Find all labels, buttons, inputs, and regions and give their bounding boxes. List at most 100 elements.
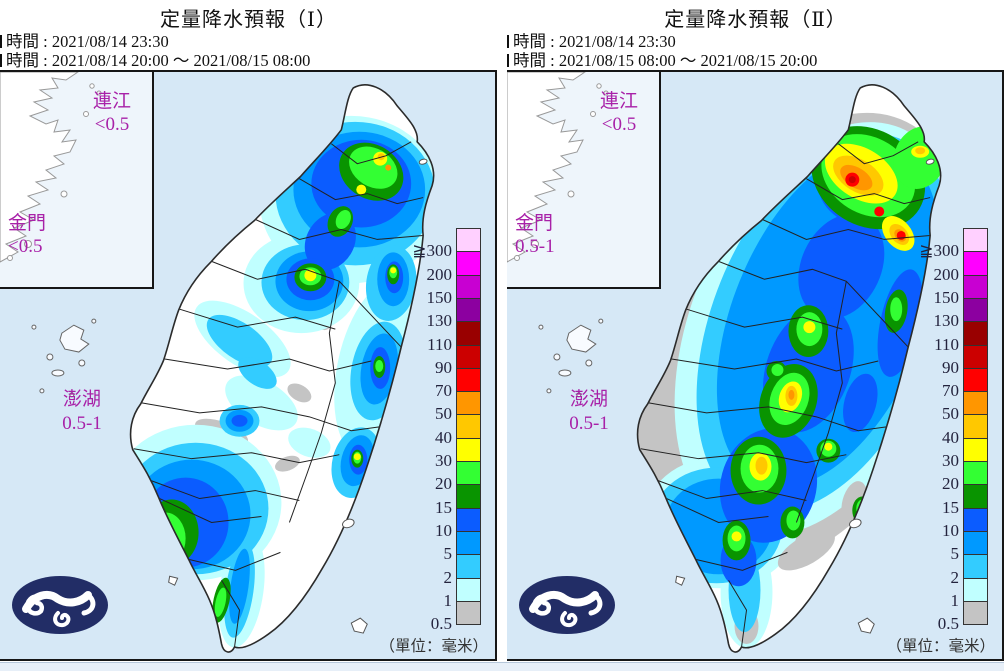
legend-tick-label: ≧300 — [412, 241, 452, 261]
legend-tick-label: 110 — [427, 334, 452, 354]
legend-tick-label: 150 — [933, 287, 960, 307]
panel-qpf-1: 定量降水預報（Ⅰ） 時間 : 2021/08/14 23:30 時間 : 202… — [0, 0, 497, 663]
lienchiang-label: 連江 <0.5 — [585, 90, 653, 136]
issue-time-line: 時間 : 2021/08/14 23:30 — [507, 32, 1004, 52]
legend-tick-label: 50 — [435, 404, 452, 424]
issue-time-text: 時間 : 2021/08/14 23:30 — [6, 32, 169, 51]
legend-cell — [456, 554, 481, 579]
legend-cell — [963, 484, 988, 509]
kinmen-value: <0.5 — [8, 236, 43, 257]
mainland-inset: 連江 <0.5 金門 <0.5 — [0, 72, 154, 289]
unit-label: （單位：毫米） — [886, 638, 995, 655]
legend-tick-label: 30 — [435, 451, 452, 470]
legend-tick-label: ≧300 — [919, 241, 959, 261]
legend-cell — [963, 577, 988, 602]
legend-cell — [456, 228, 481, 253]
legend-tick-label: 130 — [426, 311, 453, 331]
legend-tick-label: 1 — [950, 590, 960, 610]
legend-cell — [456, 577, 481, 602]
forecast-time-text: 時間 : 2021/08/15 08:00 ～ 2021/08/15 20:00 — [513, 50, 818, 70]
legend-tick-label: 150 — [426, 287, 453, 307]
legend-tick-label: 90 — [435, 357, 452, 377]
rainfall-legend: ≧300 200 150 130 110 90 70 50 40 30 20 15 10 5 2 1 0.5 — [903, 228, 991, 633]
legend-cell — [456, 367, 481, 393]
legend-cell — [963, 554, 988, 579]
legend-cell — [456, 484, 481, 509]
offshore-islands — [675, 158, 935, 634]
legend-tick-label: 50 — [942, 404, 959, 424]
penghu-value: 0.5-1 — [569, 413, 609, 434]
legend-tick-label: 40 — [942, 427, 959, 447]
panel-qpf-2: 定量降水預報（Ⅱ） 時間 : 2021/08/14 23:30 時間 : 202… — [507, 0, 1004, 663]
legend-cell — [456, 530, 481, 556]
page-title: 定量降水預報（Ⅱ） — [664, 9, 847, 31]
penghu-islands — [31, 318, 97, 398]
issue-time-text: 時間 : 2021/08/14 23:30 — [513, 32, 676, 51]
legend-tick-label: 2 — [950, 567, 960, 587]
legend-cell — [456, 321, 481, 346]
mainland-coast — [0, 72, 102, 263]
clipped-glyph — [0, 35, 2, 48]
legend-cell — [456, 600, 481, 626]
lienchiang-value: <0.5 — [601, 114, 637, 135]
legend-tick-label: 20 — [942, 474, 959, 494]
page-title: 定量降水預報（Ⅰ） — [160, 9, 337, 31]
legend-cell — [456, 461, 481, 486]
legend-tick-label: 70 — [435, 381, 452, 401]
legend-cell — [963, 251, 988, 276]
cwb-logo — [12, 576, 108, 634]
legend-tick-label: 130 — [933, 311, 960, 331]
map-panel-1: 連江 <0.5 金門 <0.5 澎湖 0.5-1 ≧300 200 150 130 11… — [0, 70, 497, 661]
legend-cell — [963, 274, 988, 300]
legend-cell — [963, 344, 988, 369]
lienchiang-name: 連江 — [92, 91, 131, 112]
legend-cell — [963, 461, 988, 486]
cwb-logo — [519, 576, 615, 634]
mainland-inset: 連江 <0.5 金門 0.5-1 — [507, 72, 661, 289]
penghu-name: 澎湖 — [569, 389, 608, 410]
legend-tick-label: 200 — [426, 264, 453, 284]
legend-cell — [963, 437, 988, 463]
legend-tick-label: 15 — [942, 497, 959, 517]
issue-time-line: 時間 : 2021/08/14 23:30 — [0, 32, 497, 52]
kinmen-name: 金門 — [515, 213, 554, 234]
clipped-glyph — [0, 53, 2, 67]
legend-cell — [456, 297, 481, 323]
legend-tick-label: 200 — [933, 264, 960, 284]
legend-cell — [963, 367, 988, 393]
forecast-time-line: 時間 : 2021/08/15 08:00 ～ 2021/08/15 20:00 — [507, 50, 1004, 71]
offshore-islands — [168, 158, 428, 634]
legend-tick-label: 1 — [443, 590, 453, 610]
legend-cell — [963, 600, 988, 626]
lienchiang-name: 連江 — [599, 91, 638, 112]
penghu-value: 0.5-1 — [62, 413, 102, 434]
clipped-glyph — [507, 53, 509, 67]
legend-cell — [456, 414, 481, 439]
bottom-strip — [0, 662, 1004, 671]
legend-cell — [456, 437, 481, 463]
legend-tick-label: 10 — [435, 520, 452, 540]
legend-cell — [456, 344, 481, 369]
legend-cell — [963, 391, 988, 416]
kinmen-label: 金門 0.5-1 — [515, 212, 555, 258]
legend-tick-label: 70 — [942, 381, 959, 401]
lienchiang-label: 連江 <0.5 — [78, 90, 146, 136]
legend-tick-label: 5 — [950, 544, 960, 564]
legend-tick-label: 15 — [435, 497, 452, 517]
legend-cell — [963, 414, 988, 439]
legend-tick-label: 5 — [443, 544, 453, 564]
forecast-time-text: 時間 : 2021/08/14 20:00 ～ 2021/08/15 08:00 — [6, 50, 311, 70]
penghu-label: 澎湖 0.5-1 — [541, 388, 637, 436]
unit-label: （單位：毫米） — [379, 638, 488, 655]
legend-cell — [456, 274, 481, 300]
legend-tick-label: 90 — [942, 357, 959, 377]
legend-cell — [456, 391, 481, 416]
legend-tick-label: 30 — [942, 451, 959, 470]
legend-cell — [963, 228, 988, 253]
clipped-glyph — [507, 35, 509, 48]
forecast-time-line: 時間 : 2021/08/14 20:00 ～ 2021/08/15 08:00 — [0, 50, 497, 71]
legend-tick-label: 20 — [435, 474, 452, 494]
taiwan-map-2 — [507, 72, 1002, 659]
legend-cell — [456, 251, 481, 276]
